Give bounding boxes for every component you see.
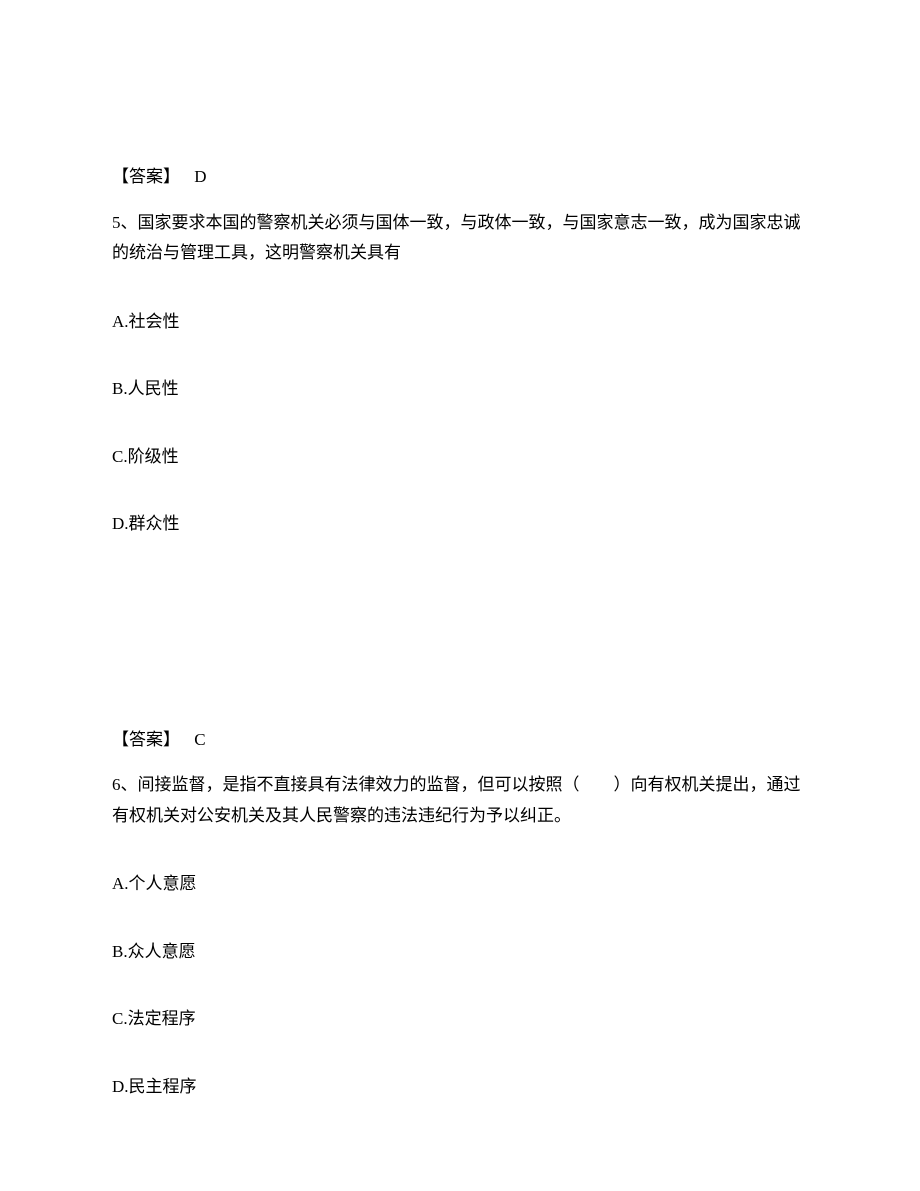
answer-section-6: 【答案】 C <box>112 727 808 753</box>
option-5c: C.阶级性 <box>112 444 808 470</box>
answer-value: D <box>194 167 206 186</box>
option-6a: A.个人意愿 <box>112 871 808 897</box>
question-text-5: 5、国家要求本国的警察机关必须与国体一致，与政体一致，与国家意志一致，成为国家忠… <box>112 208 808 269</box>
option-6b: B.众人意愿 <box>112 939 808 965</box>
option-5a: A.社会性 <box>112 309 808 335</box>
answer-value: C <box>194 730 205 749</box>
option-5b: B.人民性 <box>112 376 808 402</box>
question-block-5: 【答案】 D 5、国家要求本国的警察机关必须与国体一致，与政体一致，与国家意志一… <box>112 0 808 537</box>
answer-section-5: 【答案】 D <box>112 164 808 190</box>
option-6c: C.法定程序 <box>112 1006 808 1032</box>
question-block-6: 【答案】 C 6、间接监督，是指不直接具有法律效力的监督，但可以按照（ ）向有权… <box>112 579 808 1100</box>
question-text-6: 6、间接监督，是指不直接具有法律效力的监督，但可以按照（ ）向有权机关提出，通过… <box>112 770 808 831</box>
option-5d: D.群众性 <box>112 511 808 537</box>
option-6d: D.民主程序 <box>112 1074 808 1100</box>
answer-label: 【答案】 <box>112 167 180 186</box>
answer-label: 【答案】 <box>112 730 180 749</box>
